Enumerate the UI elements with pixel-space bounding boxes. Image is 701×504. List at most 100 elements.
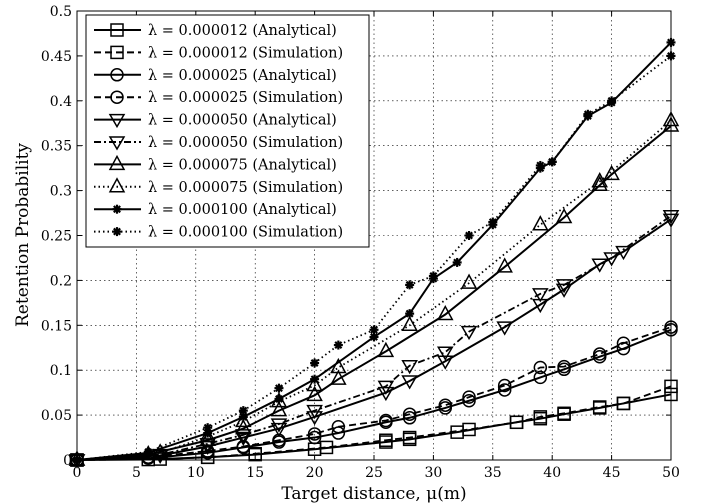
triangle-up-marker: [199, 430, 216, 446]
triangle-down-marker: [377, 380, 395, 395]
triangle-up-marker: [108, 177, 126, 193]
square-marker: [616, 396, 631, 411]
triangle-up-marker: [603, 164, 620, 181]
circle-marker: [307, 427, 322, 441]
legend-item: λ = 0.000050 (Simulation): [94, 135, 343, 151]
triangle-down-marker: [496, 321, 513, 336]
triangle-down-marker: [306, 411, 323, 426]
y-tick-label: 0: [63, 453, 72, 469]
triangle-up-marker: [532, 215, 549, 231]
x-tick-label: 45: [603, 465, 621, 481]
star-marker: [369, 325, 379, 335]
square-marker: [402, 430, 417, 445]
x-tick-label: 5: [132, 465, 141, 481]
star-stroke: [239, 406, 248, 415]
triangle-up-marker: [460, 273, 478, 289]
x-tick-label: 20: [306, 465, 324, 481]
x-axis-label: Target distance, μ(m): [281, 484, 466, 504]
square-marker: [533, 410, 548, 424]
y-tick-label: 0.25: [41, 229, 72, 245]
y-tick-label: 0.3: [50, 184, 72, 200]
x-tick-label: 40: [543, 465, 561, 481]
x-tick-label: 15: [246, 465, 264, 481]
triangle-up-marker: [401, 315, 418, 332]
circle-marker: [110, 90, 124, 104]
x-tick-label: 25: [365, 465, 383, 481]
triangle-down-marker: [401, 375, 418, 390]
triangle-down-marker: [436, 355, 454, 370]
star-stroke: [310, 375, 319, 384]
series-line: [76, 326, 672, 461]
star-stroke: [548, 157, 557, 166]
legend-label: λ = 0.000050 (Simulation): [148, 135, 343, 151]
star-stroke: [536, 161, 545, 170]
circle-marker: [438, 398, 453, 412]
legend-label: λ = 0.000012 (Simulation): [148, 45, 343, 61]
circle-marker: [462, 390, 476, 404]
star-marker: [274, 394, 284, 404]
star-stroke: [113, 205, 121, 214]
star-marker: [607, 96, 617, 106]
star-marker: [112, 227, 122, 237]
triangle-up-marker: [330, 369, 347, 385]
star-marker: [203, 423, 213, 433]
circle-marker: [379, 413, 393, 428]
triangle-up-marker: [496, 257, 513, 273]
triangle-down-marker: [555, 279, 573, 294]
triangle-up-marker: [151, 443, 169, 459]
legend-label: λ = 0.000100 (Simulation): [148, 225, 343, 241]
triangle-down-marker: [235, 431, 252, 447]
star-stroke: [275, 384, 283, 393]
star-marker: [428, 271, 438, 281]
star-stroke: [607, 96, 616, 105]
series-line: [76, 328, 672, 461]
triangle-up-marker: [68, 450, 86, 466]
star-marker: [535, 160, 545, 170]
legend-label: λ = 0.000050 (Analytical): [148, 113, 337, 129]
x-tick-label: 30: [424, 465, 442, 481]
y-axis-label: Retention Probability: [13, 143, 33, 327]
circle-marker: [592, 347, 607, 361]
square-marker: [557, 406, 571, 421]
star-stroke: [370, 325, 378, 334]
x-tick-label: 0: [73, 465, 82, 481]
star-marker: [333, 340, 343, 350]
x-tick-label: 50: [662, 465, 680, 481]
star-marker: [452, 257, 462, 267]
legend-item: λ = 0.000075 (Simulation): [94, 177, 343, 196]
star-stroke: [405, 280, 414, 289]
star-stroke: [453, 258, 462, 267]
star-stroke: [370, 333, 378, 341]
square-marker: [592, 400, 607, 414]
triangle-up-marker: [108, 154, 126, 171]
y-tick-label: 0.4: [50, 94, 72, 110]
star-stroke: [275, 394, 283, 403]
circle-marker: [402, 411, 417, 425]
circle-marker: [616, 336, 631, 351]
star-marker: [238, 406, 248, 416]
y-tick-label: 0.15: [41, 318, 72, 334]
circle-marker: [331, 420, 346, 434]
legend-item: λ = 0.000050 (Analytical): [94, 113, 337, 129]
legend-label: λ = 0.000075 (Analytical): [148, 157, 337, 173]
star-marker: [112, 204, 122, 214]
triangle-up-marker: [591, 172, 608, 188]
triangle-down-marker: [108, 136, 126, 151]
legend-label: λ = 0.000012 (Analytical): [148, 23, 337, 39]
series-layer: [68, 37, 680, 469]
star-marker: [143, 447, 153, 457]
y-tick-label: 0.5: [50, 4, 72, 20]
x-tick-label: 10: [187, 465, 205, 481]
star-stroke: [203, 423, 212, 432]
star-stroke: [334, 341, 343, 350]
square-marker: [110, 23, 124, 37]
star-stroke: [239, 412, 248, 421]
circle-marker: [497, 383, 512, 397]
square-marker: [379, 433, 393, 447]
star-stroke: [583, 110, 592, 119]
circle-marker: [497, 378, 512, 393]
triangle-down-marker: [235, 429, 252, 444]
legend-item: λ = 0.000012 (Analytical): [94, 23, 337, 39]
triangle-down-marker: [401, 359, 418, 375]
